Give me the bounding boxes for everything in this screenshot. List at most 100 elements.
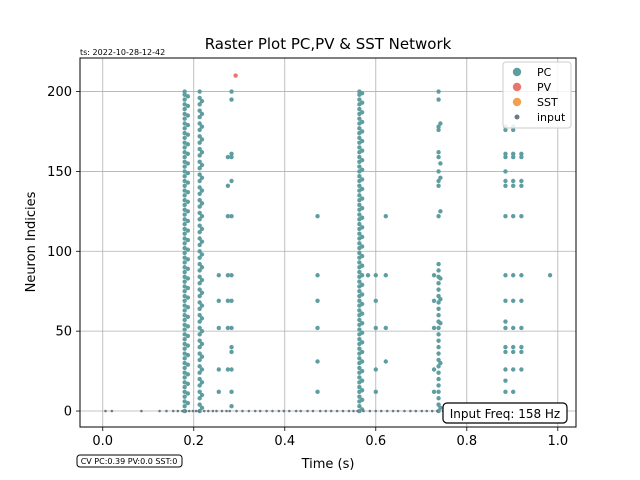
x-tick-label: 0.8 xyxy=(456,434,477,449)
pc-spike-point xyxy=(197,217,202,222)
pc-spike-point xyxy=(359,110,365,115)
pc-spike-point xyxy=(519,213,524,219)
input-spike-point xyxy=(184,409,188,413)
pc-spike-point xyxy=(182,145,187,150)
input-spike-point xyxy=(341,409,345,413)
pc-spike-point xyxy=(185,304,191,310)
pc-spike-point xyxy=(357,250,362,256)
pc-spike-point xyxy=(197,293,202,299)
pc-spike-point xyxy=(229,367,234,372)
pc-spike-point xyxy=(229,344,234,350)
pc-spike-point xyxy=(359,205,365,211)
pc-spike-point xyxy=(436,396,441,401)
data-marks xyxy=(104,73,553,414)
y-tick-label: 200 xyxy=(47,85,72,100)
input-freq-frame xyxy=(442,402,568,424)
pc-spike-point xyxy=(197,229,202,235)
input-spike-point xyxy=(425,409,429,413)
cv-frame xyxy=(76,454,183,468)
pc-spike-point xyxy=(503,298,508,304)
pc-spike-point xyxy=(199,111,205,117)
pc-spike-point xyxy=(359,148,365,153)
pc-spike-point xyxy=(359,244,365,249)
pc-spike-point xyxy=(182,375,187,380)
input-spike-point xyxy=(288,409,291,413)
pc-spike-point xyxy=(511,389,516,395)
input-spike-point xyxy=(324,409,328,413)
pc-spike-point xyxy=(229,97,234,102)
pc-spike-point xyxy=(357,336,362,342)
pc-spike-point xyxy=(182,154,187,160)
legend-label-input: input xyxy=(537,111,566,124)
pc-spike-point xyxy=(519,183,524,188)
pc-spike-point xyxy=(357,279,362,284)
pc-spike-point xyxy=(229,325,234,331)
pc-spike-point xyxy=(357,289,362,294)
pc-spike-point xyxy=(197,242,202,248)
pc-spike-point xyxy=(182,250,187,256)
pc-spike-point xyxy=(357,327,362,332)
pc-spike-point xyxy=(197,402,202,407)
pc-spike-point xyxy=(185,228,191,233)
pc-spike-point xyxy=(438,297,443,302)
pc-spike-point xyxy=(182,212,187,217)
plot-frame xyxy=(79,57,577,428)
pc-spike-point xyxy=(357,126,362,131)
pc-spike-point xyxy=(383,325,388,331)
pc-spike-point xyxy=(503,154,508,160)
pc-spike-point xyxy=(182,202,187,208)
pc-spike-point xyxy=(197,383,202,388)
pc-spike-point xyxy=(357,298,362,304)
y-tick-label: 50 xyxy=(55,325,72,340)
pc-spike-point xyxy=(229,151,234,157)
input-spike-point xyxy=(202,409,206,413)
pc-spike-point xyxy=(511,349,516,355)
legend-label-pv: PV xyxy=(537,81,552,94)
pc-spike-point xyxy=(511,183,516,188)
pc-spike-point xyxy=(359,301,365,307)
pc-spike-point xyxy=(197,364,202,369)
pc-spike-point xyxy=(197,249,202,254)
pc-spike-point xyxy=(182,365,187,371)
pc-spike-point xyxy=(185,285,191,291)
pc-spike-point xyxy=(185,151,191,157)
pc-spike-point xyxy=(436,383,441,388)
pc-spike-point xyxy=(359,129,365,134)
pc-spike-point xyxy=(197,351,202,356)
pc-spike-point xyxy=(182,183,187,188)
legend-marker-input xyxy=(514,114,520,120)
pc-spike-point xyxy=(197,325,202,331)
pc-spike-point xyxy=(359,282,365,288)
x-tick-label: 0.2 xyxy=(183,434,204,449)
input-spike-point xyxy=(318,409,322,413)
pc-spike-point xyxy=(503,389,508,395)
pc-spike-point xyxy=(315,273,320,278)
pc-spike-point xyxy=(185,400,191,406)
pc-spike-point xyxy=(436,178,441,184)
pc-spike-point xyxy=(383,273,388,278)
pc-spike-point xyxy=(182,241,187,246)
pc-spike-point xyxy=(357,356,362,361)
input-spike-point xyxy=(352,409,355,413)
pc-spike-point xyxy=(197,255,202,260)
input-spike-point xyxy=(171,409,175,413)
pc-spike-point xyxy=(182,384,187,390)
pc-spike-point xyxy=(357,308,362,313)
pc-spike-point xyxy=(199,316,205,321)
pc-spike-point xyxy=(359,368,365,374)
pc-spike-point xyxy=(438,320,443,326)
pc-spike-point xyxy=(315,389,320,395)
pc-spike-point xyxy=(182,289,187,294)
input-spike-point xyxy=(430,409,434,413)
pc-spike-point xyxy=(359,167,365,173)
pc-spike-point xyxy=(185,257,191,262)
input-spike-point xyxy=(311,409,315,413)
pc-spike-point xyxy=(197,114,202,120)
pc-spike-point xyxy=(182,269,187,275)
pc-spike-point xyxy=(359,397,365,403)
pc-spike-point xyxy=(436,261,441,267)
pc-spike-point xyxy=(197,127,202,133)
pc-spike-point xyxy=(185,276,191,281)
input-spike-point xyxy=(414,409,418,413)
pc-spike-point xyxy=(359,215,365,220)
